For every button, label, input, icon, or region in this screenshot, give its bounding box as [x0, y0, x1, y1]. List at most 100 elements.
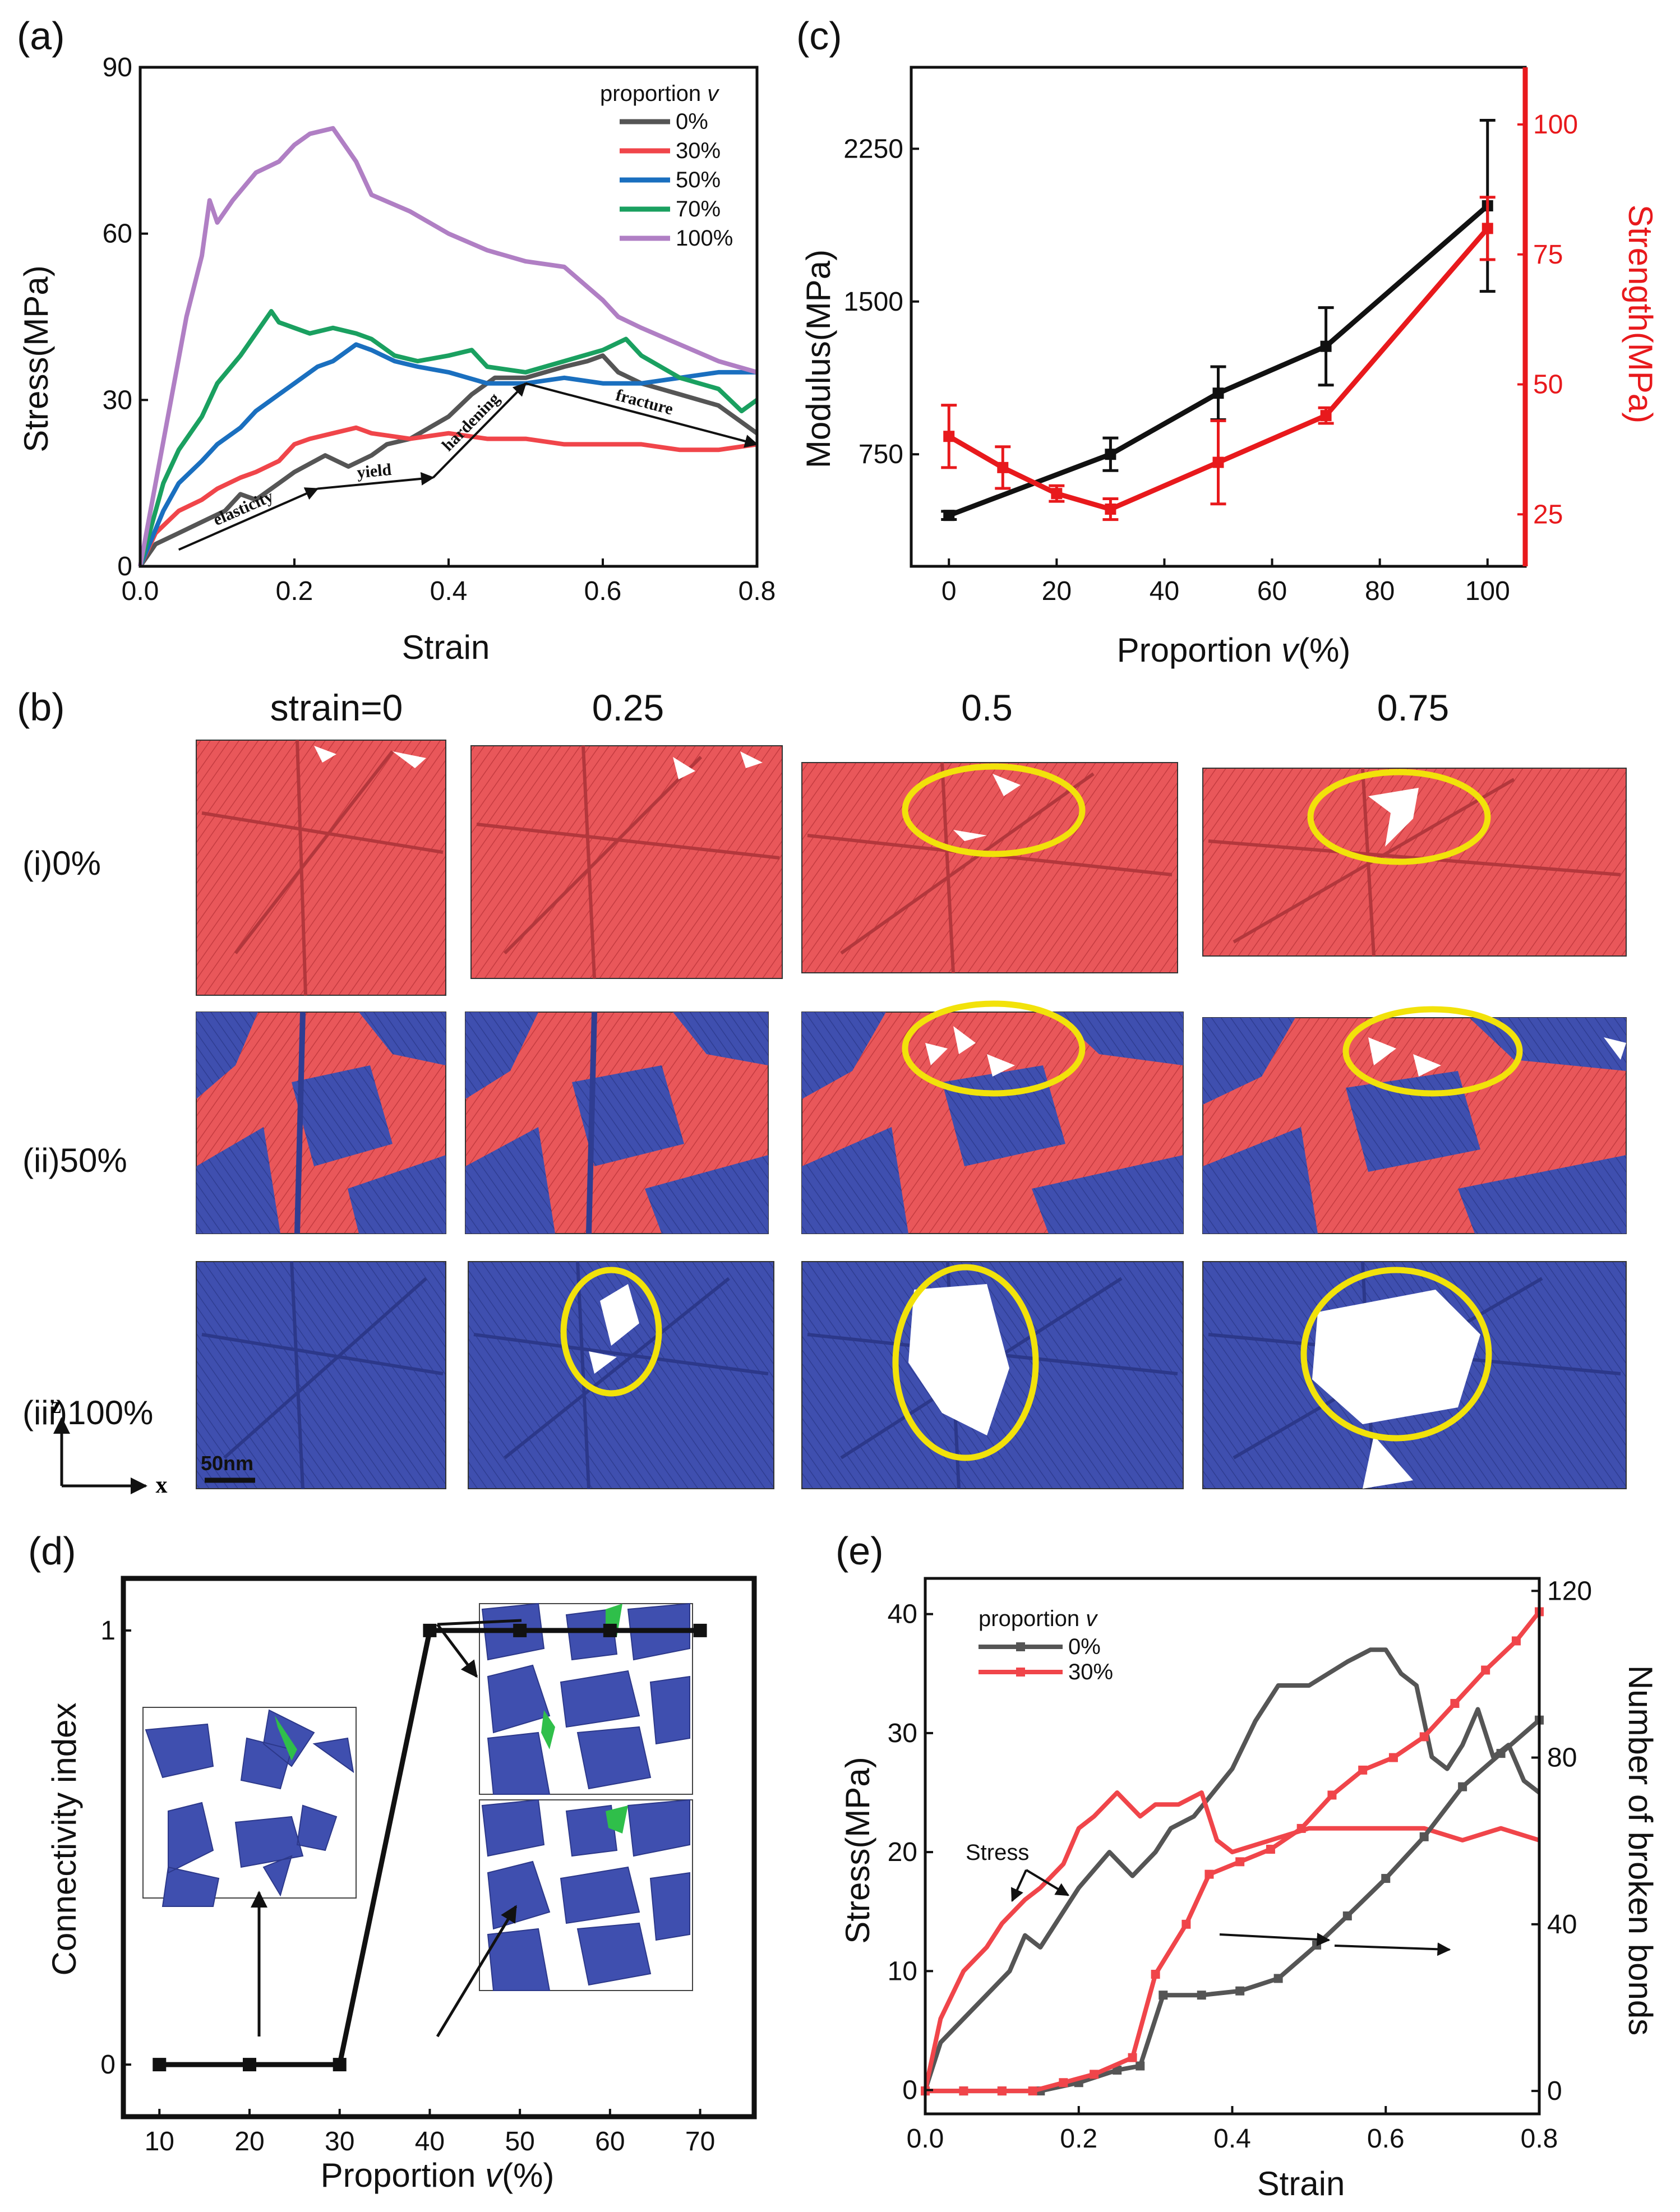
data-point: [603, 1623, 617, 1637]
c-x-tick-label: 60: [1257, 576, 1287, 606]
data-point: [1266, 1845, 1275, 1854]
data-point: [1458, 1782, 1467, 1791]
series-line-30%: [138, 425, 758, 567]
e-y-tick-label: 40: [888, 1600, 917, 1629]
data-point: [1113, 2065, 1122, 2075]
e-x-tick-label: 0.4: [1213, 2124, 1251, 2154]
panel-c-chart: (c) 0 20 40 60 80 100 750 1500 2250 25 50 75 100 Pro…: [796, 14, 1659, 669]
panel-c-xlabel-var: v: [1281, 631, 1300, 669]
e-y-tick-label: 30: [888, 1719, 917, 1748]
e2-y-tick-label: 120: [1547, 1576, 1592, 1606]
plot-frame: [121, 1576, 757, 2119]
e2-y-tick-label: 40: [1547, 1910, 1577, 1939]
snapshot-0pct-strain-075: [1202, 768, 1627, 957]
damage-ring: [902, 1000, 1086, 1097]
snapshot-50pct-strain-075: [1202, 1006, 1627, 1234]
e-x-tick-label: 0.0: [907, 2124, 944, 2154]
a-y-tick-label: 30: [103, 385, 132, 415]
legend-label: 100%: [676, 226, 733, 251]
legend-label: 70%: [676, 197, 721, 221]
data-point: [1128, 2053, 1137, 2062]
annotation-arrow: [317, 472, 435, 490]
data-point: [153, 2058, 167, 2072]
panel-b-snapshots: (b) strain=0 0.25 0.5 0.75 (i)0% (ii)50%…: [17, 685, 1627, 1498]
row-label-100pct: (iii)100%: [22, 1394, 153, 1431]
data-point: [997, 461, 1009, 473]
a-x-tick-label: 0.4: [430, 576, 468, 606]
axes-indicator: z x: [51, 1393, 168, 1498]
data-point: [1059, 2078, 1068, 2088]
a-x-tick-label: 0.8: [739, 576, 776, 606]
data-point: [1320, 410, 1332, 422]
annotation-text: hardening: [439, 389, 504, 455]
data-point: [1320, 340, 1332, 352]
data-point: [1159, 1991, 1168, 2000]
damage-ring: [1342, 1006, 1523, 1097]
data-point: [1342, 1911, 1352, 1920]
data-point: [1136, 2061, 1145, 2071]
a-y-tick-label: 90: [103, 53, 132, 82]
c-y-tick-label: 2250: [843, 134, 903, 164]
inset-50pct-bottom: [479, 1799, 693, 1991]
scale-bar: 50nm: [201, 1452, 255, 1483]
panel-e-xlabel: Strain: [1257, 2165, 1345, 2202]
legend-title-text: proportion: [979, 1606, 1086, 1631]
d-y-tick-label: 0: [100, 2050, 116, 2080]
annotation-arrow: [178, 487, 319, 551]
legend-label: 0%: [1068, 1634, 1101, 1659]
column-label-strain-0: strain=0: [270, 687, 403, 728]
damage-ring: [1300, 1267, 1492, 1442]
panel-c-label: (c): [796, 14, 842, 58]
c2-y-tick-label: 100: [1533, 110, 1578, 140]
legend-title-var: v: [707, 81, 719, 106]
data-point: [1358, 1765, 1368, 1775]
data-point: [1212, 387, 1224, 399]
data-point: [1181, 1919, 1191, 1929]
data-point: [1051, 488, 1063, 500]
snapshot-0pct-strain-025: [470, 745, 783, 979]
panel-c-xlabel-suffix: (%): [1298, 631, 1350, 669]
damage-ring: [560, 1267, 662, 1397]
row-label-50pct: (ii)50%: [22, 1142, 127, 1179]
axis-x-label: x: [156, 1472, 168, 1498]
c-x-tick-label: 80: [1365, 576, 1395, 606]
panel-c-y2label: Strength(MPa): [1622, 205, 1659, 423]
series-line-50%: [138, 342, 757, 567]
c2-y-tick-label: 50: [1533, 370, 1563, 400]
data-point: [1296, 1823, 1306, 1833]
data-point: [1312, 1941, 1322, 1950]
panel-c-ylabel: Modulus(MPa): [800, 250, 837, 468]
e-x-tick-label: 0.6: [1367, 2124, 1405, 2154]
data-point: [1481, 223, 1493, 234]
panel-d-xlabel-suffix: (%): [502, 2156, 554, 2194]
c-x-tick-label: 20: [1042, 576, 1072, 606]
data-point: [513, 1623, 527, 1637]
c-x-tick-label: 100: [1465, 576, 1510, 606]
panel-d-chart: (d) 10 20 30 40 50 60 70 0 1 Proportion v(%) Con…: [28, 1529, 757, 2194]
d-x-tick-label: 50: [505, 2127, 534, 2156]
pointer-arrow: [437, 1619, 522, 1626]
data-point: [333, 2058, 347, 2072]
a-x-tick-label: 0.0: [122, 576, 159, 606]
data-point: [1204, 1869, 1214, 1879]
series-line-70%: [138, 309, 759, 567]
panel-a-ylabel: Stress(MPa): [17, 265, 55, 452]
axis-z-label: z: [51, 1393, 62, 1419]
a-y-tick-label: 60: [103, 219, 132, 249]
c-y-tick-label: 750: [859, 440, 903, 469]
e-x-tick-label: 0.2: [1060, 2124, 1097, 2154]
snapshot-50pct-strain-05: [801, 1000, 1184, 1234]
panel-c-xlabel: Proportion v(%): [1117, 631, 1351, 669]
d-x-tick-label: 60: [595, 2127, 625, 2156]
panel-a-label: (a): [17, 14, 65, 58]
data-point: [1419, 1832, 1429, 1841]
legend-title-var: v: [1086, 1606, 1098, 1631]
panel-e-ylabel: Stress(MPa): [839, 1757, 876, 1943]
column-label-strain-075: 0.75: [1377, 687, 1449, 728]
snapshot-100pct-strain-05: [801, 1261, 1184, 1489]
data-point: [693, 1623, 707, 1637]
annotation-arrow: [1025, 1869, 1070, 1896]
stress-annotation: Stress: [966, 1840, 1029, 1865]
